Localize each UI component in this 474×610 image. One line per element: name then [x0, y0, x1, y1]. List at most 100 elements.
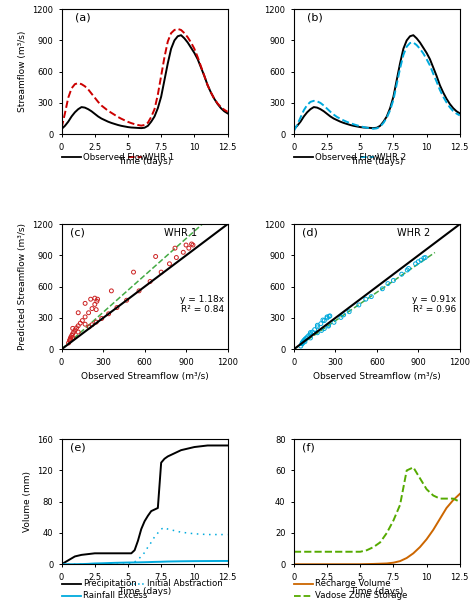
Point: [325, 312, 333, 321]
Point: [299, 339, 306, 348]
Point: [74, 327, 82, 337]
Text: Precipitation: Precipitation: [83, 580, 137, 588]
Point: [171, 243, 179, 253]
Point: [173, 253, 180, 262]
Point: [76, 318, 84, 328]
Point: [91, 293, 99, 303]
Point: [130, 267, 137, 277]
Point: [92, 305, 100, 315]
Point: [74, 308, 82, 318]
Point: [85, 322, 93, 332]
Point: [362, 294, 370, 304]
Point: [105, 309, 112, 318]
Point: [314, 322, 321, 332]
Point: [317, 319, 325, 329]
Point: [146, 276, 154, 286]
Text: Recharge Volume: Recharge Volume: [315, 580, 391, 588]
Point: [379, 284, 386, 293]
X-axis label: Observed Streamflow (m³/s): Observed Streamflow (m³/s): [313, 372, 441, 381]
Point: [405, 264, 412, 273]
Point: [299, 339, 306, 348]
X-axis label: Time (days): Time (days): [350, 157, 403, 166]
Point: [398, 270, 405, 279]
Point: [311, 325, 319, 334]
Text: WHR 1: WHR 1: [164, 228, 198, 238]
Text: (a): (a): [75, 13, 91, 23]
Point: [301, 335, 309, 345]
Point: [302, 333, 310, 343]
Point: [304, 332, 311, 342]
Point: [180, 248, 187, 257]
Point: [320, 316, 328, 326]
Point: [189, 240, 197, 250]
Point: [305, 331, 312, 340]
Point: [92, 317, 100, 327]
Point: [85, 308, 92, 318]
Point: [93, 296, 100, 306]
Point: [67, 332, 75, 342]
Y-axis label: Streamflow (m³/s): Streamflow (m³/s): [18, 31, 27, 112]
Point: [65, 338, 73, 348]
Point: [414, 257, 422, 267]
X-axis label: Time (days): Time (days): [118, 157, 171, 166]
Text: y = 0.91x
R² = 0.96: y = 0.91x R² = 0.96: [412, 295, 456, 314]
Point: [98, 314, 106, 323]
Text: (b): (b): [307, 13, 323, 23]
Point: [384, 279, 392, 289]
Point: [69, 323, 76, 333]
Point: [88, 320, 96, 329]
Point: [73, 323, 80, 332]
Point: [82, 319, 89, 329]
Text: WHR 2: WHR 2: [397, 228, 430, 238]
Point: [72, 325, 79, 335]
Point: [66, 336, 73, 345]
Text: Observed Flow: Observed Flow: [315, 153, 379, 162]
Text: WHR 1: WHR 1: [145, 153, 174, 162]
Point: [323, 312, 331, 322]
Point: [299, 337, 307, 347]
Text: (c): (c): [70, 228, 85, 238]
Point: [307, 329, 314, 339]
Point: [68, 331, 76, 340]
Point: [340, 310, 347, 320]
X-axis label: Observed Streamflow (m³/s): Observed Streamflow (m³/s): [81, 372, 209, 381]
Point: [300, 336, 307, 346]
Point: [74, 321, 82, 331]
X-axis label: Time (days): Time (days): [118, 587, 171, 596]
Y-axis label: Predicted Streamflow (m³/s): Predicted Streamflow (m³/s): [18, 223, 27, 350]
Point: [88, 304, 96, 314]
Point: [325, 321, 332, 331]
Point: [355, 300, 363, 310]
Point: [182, 240, 190, 250]
Point: [301, 336, 308, 345]
Point: [157, 267, 165, 277]
Point: [69, 333, 76, 343]
Point: [91, 300, 99, 309]
Point: [307, 328, 314, 337]
Point: [108, 286, 115, 296]
Text: WHR 2: WHR 2: [377, 153, 406, 162]
Point: [298, 339, 306, 349]
Point: [66, 335, 74, 345]
Point: [320, 324, 328, 334]
Point: [82, 312, 89, 322]
Text: Observed Flow: Observed Flow: [83, 153, 147, 162]
Point: [66, 334, 74, 344]
Point: [135, 286, 143, 296]
Point: [299, 338, 306, 348]
Text: Rainfall Excess: Rainfall Excess: [83, 592, 147, 600]
Text: (d): (d): [302, 228, 318, 238]
Point: [307, 333, 314, 343]
Point: [66, 335, 74, 345]
Point: [301, 334, 309, 344]
Point: [330, 317, 338, 327]
Point: [67, 333, 74, 343]
Point: [79, 316, 86, 326]
Point: [314, 328, 321, 337]
Point: [346, 307, 353, 317]
Point: [314, 320, 321, 330]
Point: [113, 303, 121, 312]
Point: [318, 326, 325, 336]
Point: [421, 253, 429, 262]
Point: [412, 259, 419, 268]
